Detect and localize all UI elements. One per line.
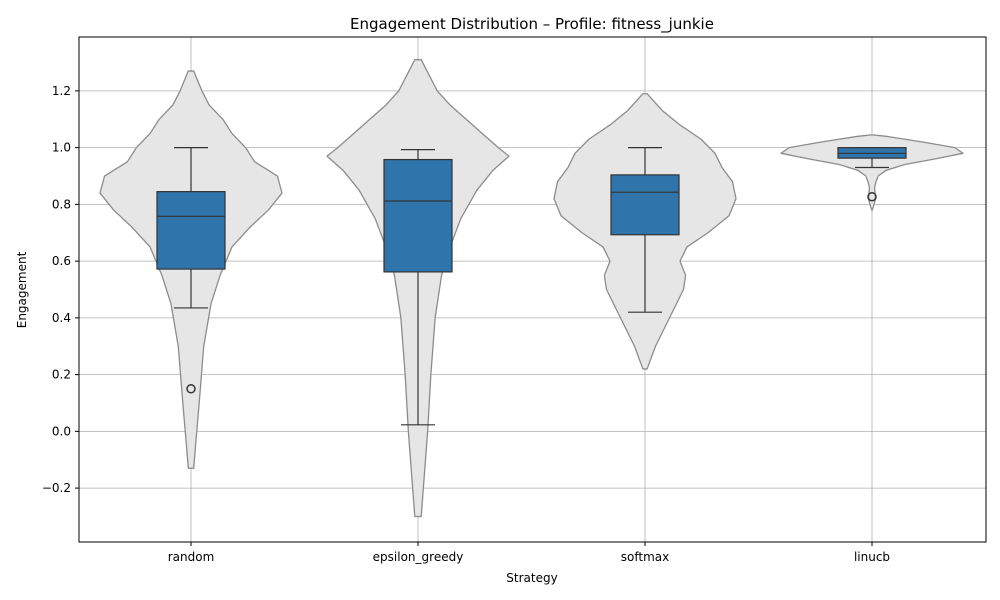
y-tick-label: 0.4 [52,311,71,325]
violin-linucb [780,134,964,211]
x-tick-label: softmax [621,550,669,564]
x-tick-label: random [168,550,215,564]
y-tick-label: 0.0 [52,424,71,438]
outlier-random [186,384,196,394]
box-epsilon_greedy [383,158,453,273]
y-tick-label: 0.6 [52,254,71,268]
plot-frame [78,36,987,543]
y-tick-label: 1.2 [52,84,71,98]
box-layer [156,147,907,426]
x-axis-label: Strategy [506,571,557,585]
box-random [156,191,226,270]
x-tick-label: linucb [854,550,890,564]
outlier-linucb [867,191,877,202]
box-softmax [610,174,680,236]
y-tick-label: 1.0 [52,141,71,155]
y-axis-label: Engagement [15,251,29,328]
tick-layer: −0.2 0.0 0.2 0.4 0.6 0.8 1.0 1.2 random epsilon_g… [42,84,890,564]
y-tick-label: 0.2 [52,368,71,382]
y-tick-label: 0.8 [52,197,71,211]
y-tick-label: −0.2 [42,481,71,495]
chart-title: Engagement Distribution – Profile: fitne… [350,15,714,34]
x-tick-label: epsilon_greedy [373,550,464,564]
